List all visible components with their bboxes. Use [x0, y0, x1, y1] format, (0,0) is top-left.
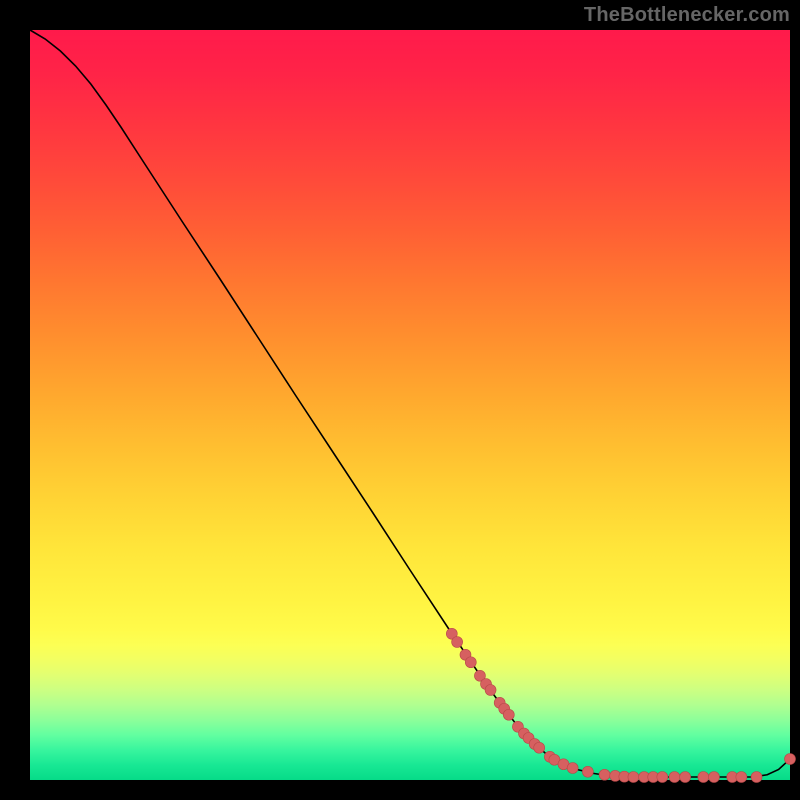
scatter-point	[709, 772, 720, 783]
scatter-point	[465, 657, 476, 668]
scatter-point	[628, 772, 639, 783]
scatter-point	[736, 772, 747, 783]
scatter-point	[534, 742, 545, 753]
scatter-markers	[446, 628, 795, 782]
scatter-point	[680, 772, 691, 783]
curve-line	[30, 30, 790, 777]
scatter-point	[599, 769, 610, 780]
watermark-text: TheBottlenecker.com	[584, 4, 790, 27]
plot-area	[30, 30, 790, 780]
chart-svg	[30, 30, 790, 780]
scatter-point	[485, 685, 496, 696]
scatter-point	[657, 772, 668, 783]
scatter-point	[698, 772, 709, 783]
scatter-point	[582, 766, 593, 777]
scatter-point	[503, 709, 514, 720]
scatter-point	[785, 754, 796, 765]
scatter-point	[452, 637, 463, 648]
chart-canvas: TheBottlenecker.com	[0, 0, 800, 800]
scatter-point	[669, 772, 680, 783]
scatter-point	[751, 772, 762, 783]
scatter-point	[567, 763, 578, 774]
